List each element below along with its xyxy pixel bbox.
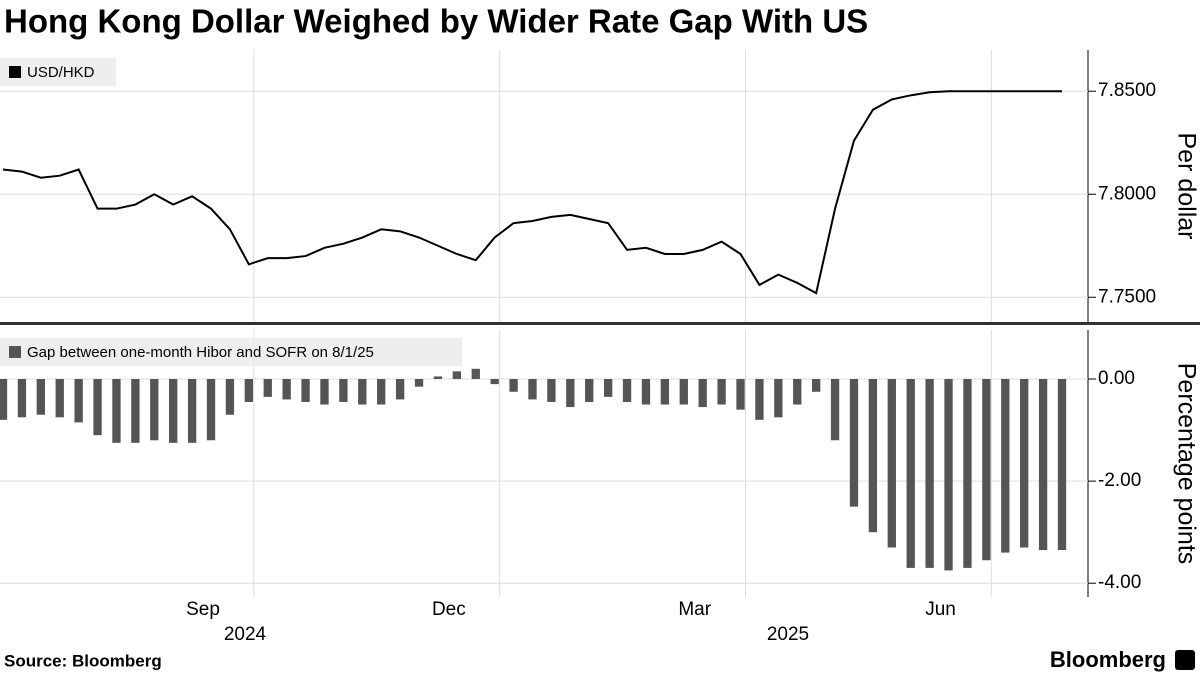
bar: [414, 379, 424, 387]
bar: [395, 379, 405, 400]
bar: [377, 379, 386, 405]
x-tick-label: Sep: [186, 599, 220, 620]
bar: [925, 379, 934, 568]
bar: [717, 379, 726, 405]
bar: [452, 371, 462, 380]
bar: [17, 379, 27, 418]
legend-box: [0, 338, 462, 366]
bar: [169, 379, 178, 443]
bar: [547, 379, 556, 402]
bar: [433, 376, 443, 380]
bar: [641, 379, 651, 405]
bar: [736, 379, 745, 410]
legend-label: USD/HKD: [27, 64, 95, 81]
y-tick-label: 7.7500: [1098, 286, 1156, 307]
bar: [963, 379, 972, 568]
bar: [622, 379, 632, 402]
bar: [528, 379, 537, 400]
x-year-label: 2024: [224, 624, 267, 645]
bar: [490, 379, 499, 385]
legend-swatch: [9, 346, 21, 358]
bar: [660, 379, 670, 405]
brand: Bloomberg: [1050, 647, 1166, 672]
bar: [1038, 379, 1048, 551]
brand-icon: [1175, 650, 1195, 670]
bar: [774, 379, 783, 418]
bar: [868, 379, 878, 533]
bar: [471, 368, 480, 380]
bar: [793, 379, 802, 405]
bar: [849, 379, 859, 507]
bar: [282, 379, 291, 400]
bar: [358, 379, 367, 405]
bar: [36, 379, 45, 415]
y-tick-label: 7.8000: [1098, 183, 1156, 204]
bar: [603, 379, 613, 397]
x-tick-label: Dec: [432, 599, 466, 620]
bar: [206, 379, 216, 441]
bar: [93, 379, 102, 436]
legend-label: Gap between one-month Hibor and SOFR on …: [27, 344, 374, 361]
bar: [112, 379, 121, 443]
x-tick-label: Mar: [678, 599, 711, 620]
x-tick-label: Jun: [925, 599, 956, 620]
bar: [887, 379, 896, 548]
legend-swatch: [9, 66, 21, 78]
line: [2, 90, 1062, 295]
bar: [225, 379, 235, 415]
bar: [187, 379, 197, 443]
bar: [339, 379, 348, 402]
bar: [906, 379, 915, 568]
bar: [830, 379, 840, 441]
y-tick-label: 0.00: [1098, 368, 1135, 389]
bar: [566, 379, 575, 408]
y-tick-label: -4.00: [1098, 572, 1141, 593]
y-axis-label: Percentage points: [1172, 363, 1200, 565]
bar: [131, 379, 140, 443]
x-year-label: 2025: [767, 624, 809, 645]
bar: [244, 379, 253, 402]
source: Source: Bloomberg: [4, 651, 162, 670]
bar: [509, 379, 518, 392]
chart-title: Hong Kong Dollar Weighed by Wider Rate G…: [4, 3, 868, 40]
bar: [944, 379, 953, 571]
y-tick-label: -2.00: [1098, 470, 1141, 491]
bar: [679, 379, 688, 405]
bar: [320, 379, 329, 405]
bar: [1057, 379, 1067, 551]
bar: [55, 379, 64, 418]
bar: [1020, 379, 1029, 548]
bar: [301, 379, 310, 402]
bar: [0, 379, 8, 420]
bar: [263, 379, 272, 397]
bar: [1001, 379, 1010, 553]
bar: [698, 379, 707, 408]
bar: [150, 379, 159, 441]
panel-divider: [0, 322, 1200, 325]
bar: [74, 379, 83, 423]
bar: [982, 379, 991, 561]
bar: [585, 379, 594, 402]
y-axis-label: Per dollar: [1172, 133, 1200, 240]
bar: [755, 379, 764, 420]
bar: [812, 379, 821, 392]
y-tick-label: 7.8500: [1098, 80, 1156, 101]
